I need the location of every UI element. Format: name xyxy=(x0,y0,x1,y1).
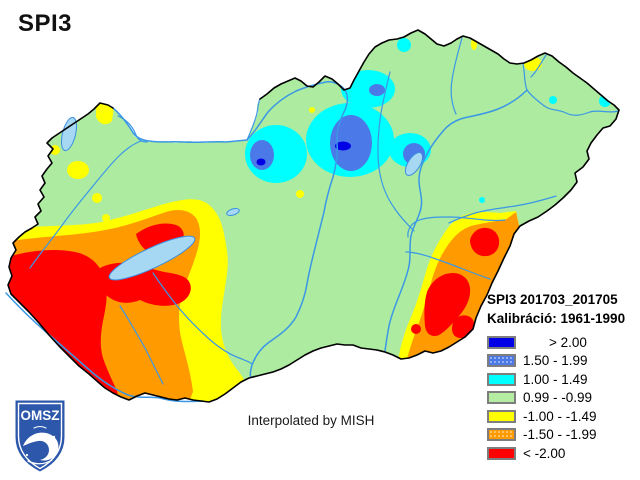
logo-shield-inner-border xyxy=(17,402,63,470)
legend-row: 1.00 - 1.49 xyxy=(487,370,625,389)
logo-wave-icon xyxy=(23,425,59,465)
danube-river xyxy=(246,81,349,378)
nw-corner-dry-spot xyxy=(96,102,114,125)
wet-extreme-core xyxy=(335,141,351,151)
tisza-river xyxy=(384,89,528,352)
se-dry-extreme-area xyxy=(470,227,500,257)
zagyva-river xyxy=(377,71,415,232)
west-dry-spot xyxy=(67,161,89,179)
legend-row: > 2.00 xyxy=(487,333,625,352)
koros-river xyxy=(407,216,506,238)
north-wet-spot xyxy=(397,38,411,52)
kapos-river xyxy=(119,305,164,385)
legend-label: 0.99 - -0.99 xyxy=(523,390,593,406)
se-dry-extreme-area xyxy=(424,273,471,336)
west-dry-spot xyxy=(92,193,102,203)
legend-row: -1.50 - -1.99 xyxy=(487,426,625,445)
legend-label: 1.00 - 1.49 xyxy=(523,371,588,387)
mosoni-danube-river xyxy=(117,115,148,143)
lake-balaton xyxy=(108,235,196,281)
wet-high-core xyxy=(330,115,372,171)
se-dry-extreme-spot xyxy=(411,324,421,334)
omsz-logo: OMSZ xyxy=(15,400,65,472)
legend-label: -1.50 - -1.99 xyxy=(523,427,597,443)
legend-row: 1.50 - 1.99 xyxy=(487,352,625,371)
upper-tisza-river xyxy=(522,63,619,116)
page-title: SPI3 xyxy=(18,10,73,37)
lake-velence xyxy=(226,208,240,216)
wet-extreme-core xyxy=(256,158,266,166)
se-dry-extreme-area xyxy=(452,315,475,339)
legend: SPI3 201703_201705 Kalibráció: 1961-1990… xyxy=(487,292,625,463)
legend-swatch-wet-extreme xyxy=(487,335,516,349)
koros-river xyxy=(448,195,557,224)
lake-tisza xyxy=(404,152,424,176)
legend-swatch-normal xyxy=(487,391,516,405)
country-border xyxy=(7,29,620,403)
bodrog-river xyxy=(530,54,547,78)
legend-label: < -2.00 xyxy=(523,445,566,461)
legend-swatch-wet-moderate xyxy=(487,372,516,386)
legend-swatch-dry-extreme xyxy=(487,446,516,460)
legend-label: 1.50 - 1.99 xyxy=(523,353,588,369)
sio-channel xyxy=(152,272,253,365)
ne-wet-spot xyxy=(549,96,557,104)
central-dry-spot xyxy=(296,190,304,198)
drava-border-river xyxy=(5,292,204,403)
interpolation-note: Interpolated by MISH xyxy=(247,413,375,428)
legend-label: -1.00 - -1.49 xyxy=(523,408,597,424)
sajo-river xyxy=(450,37,463,115)
lake-ferto xyxy=(60,116,78,152)
legend-rows: > 2.00 1.50 - 1.99 1.00 - 1.49 0.99 - -0… xyxy=(487,333,625,463)
maros-river xyxy=(405,251,491,280)
legend-row: 0.99 - -0.99 xyxy=(487,389,625,408)
legend-swatch-dry-high xyxy=(487,428,516,442)
rivers xyxy=(5,37,619,403)
lakes xyxy=(60,116,424,281)
legend-row: < -2.00 xyxy=(487,444,625,463)
raba-river xyxy=(29,140,142,269)
danube-border-river xyxy=(112,107,248,144)
legend-label: > 2.00 xyxy=(549,334,587,350)
legend-swatch-dry-moderate xyxy=(487,409,516,423)
north-dry-spot xyxy=(309,107,315,113)
west-dry-spot xyxy=(102,214,110,222)
sw-dry-extreme-area xyxy=(8,249,118,399)
east-wet-spot xyxy=(479,197,485,203)
wet-high-core xyxy=(250,140,274,170)
legend-swatch-wet-high xyxy=(487,354,516,368)
logo-text: OMSZ xyxy=(21,408,60,423)
legend-title: SPI3 201703_201705 xyxy=(487,292,618,307)
ipoly-border-river xyxy=(246,98,261,141)
legend-subtitle: Kalibráció: 1961-1990 xyxy=(487,311,626,326)
wet-high-core xyxy=(369,84,385,96)
legend-row: -1.00 - -1.49 xyxy=(487,407,625,426)
